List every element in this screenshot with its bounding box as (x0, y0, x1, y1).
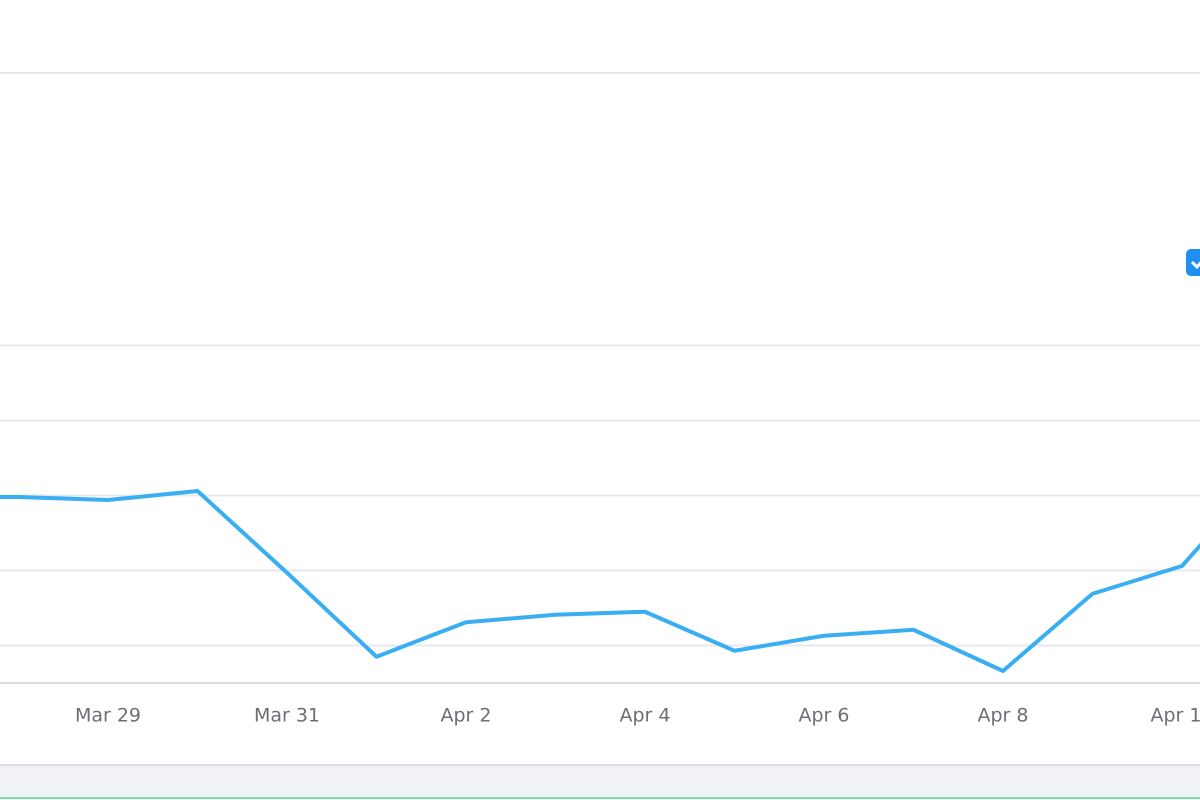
x-tick-label: Apr 4 (620, 705, 671, 727)
data-line (0, 489, 1200, 673)
x-tick-label: Apr 8 (978, 705, 1029, 727)
footer-bar (0, 765, 1200, 800)
x-tick-label: Apr 2 (441, 705, 492, 727)
x-tick-label: Mar 29 (75, 705, 141, 727)
x-tick-label: Apr 6 (799, 705, 850, 727)
checkmark (1190, 260, 1200, 270)
x-tick-label: Apr 10 (1150, 705, 1200, 727)
x-tick-label: Mar 31 (254, 705, 320, 727)
